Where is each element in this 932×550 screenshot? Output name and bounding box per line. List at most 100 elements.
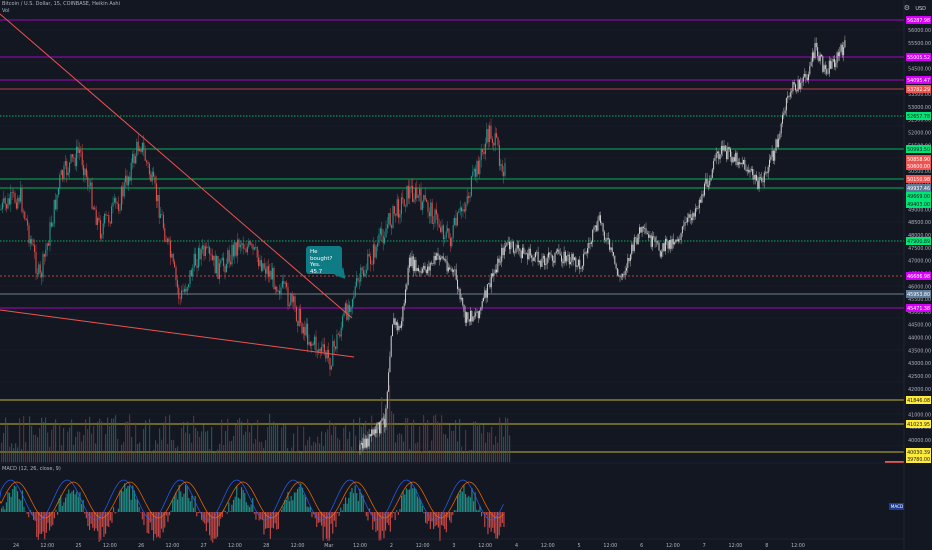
candle — [482, 149, 484, 152]
candle — [25, 218, 27, 221]
macd-line — [298, 483, 301, 486]
signal-line — [135, 485, 138, 488]
signal-line — [330, 515, 333, 518]
ha-candle — [373, 429, 375, 435]
signal-line — [381, 516, 384, 519]
macd-line — [40, 517, 43, 520]
candle — [399, 213, 401, 218]
ha-candle — [658, 242, 660, 251]
macd-line — [333, 500, 336, 505]
macd-histogram-bar — [133, 490, 135, 512]
ha-candle — [568, 254, 570, 265]
y-tick-label: 54500.00 — [908, 66, 931, 72]
macd-histogram-bar — [249, 507, 251, 512]
macd-histogram-bar — [317, 512, 319, 523]
macd-line — [138, 501, 141, 506]
macd-histogram-bar — [306, 506, 308, 512]
gear-icon[interactable]: ⚙ — [903, 4, 910, 12]
signal-line — [31, 500, 34, 505]
signal-line — [227, 498, 231, 502]
candle — [10, 192, 12, 205]
macd-histogram-bar — [322, 512, 324, 541]
macd-line — [339, 487, 343, 491]
signal-line — [83, 493, 87, 497]
ha-candle — [718, 151, 720, 160]
ha-candle — [661, 251, 663, 257]
candle — [318, 348, 320, 352]
candle — [203, 245, 205, 256]
macd-line — [299, 485, 303, 489]
candle — [400, 197, 402, 214]
candle — [379, 228, 381, 235]
macd-line — [205, 518, 208, 521]
volume-bar — [479, 423, 481, 462]
ha-candle — [427, 266, 429, 273]
candle — [498, 145, 500, 166]
macd-line — [189, 490, 192, 494]
macd-histogram-bar — [226, 512, 228, 514]
macd-line — [147, 518, 151, 520]
macd-histogram-bar — [425, 512, 427, 523]
macd-line — [231, 481, 234, 484]
candle — [186, 287, 188, 292]
macd-line — [368, 510, 371, 514]
volume-bar — [69, 427, 71, 462]
macd-line — [3, 482, 7, 485]
macd-line — [133, 491, 136, 495]
candle — [112, 202, 114, 207]
ha-candle — [408, 257, 410, 268]
signal-line — [443, 515, 447, 518]
volume-bar — [41, 417, 43, 462]
candle — [211, 255, 213, 261]
signal-line — [21, 484, 24, 487]
ha-candle — [557, 249, 559, 252]
candle — [396, 199, 398, 216]
candle — [494, 133, 496, 146]
macd-line — [373, 517, 376, 520]
candle — [298, 308, 300, 326]
macd-line — [365, 503, 368, 508]
candle — [427, 202, 429, 212]
volume-bar — [39, 428, 41, 462]
currency-label[interactable]: USD — [915, 6, 926, 12]
macd-line — [314, 514, 317, 517]
ha-candle — [694, 208, 696, 217]
candle — [316, 350, 318, 352]
ha-candle — [693, 213, 695, 217]
signal-line — [127, 481, 130, 484]
ha-candle — [841, 44, 843, 56]
signal-line — [389, 512, 392, 516]
ha-candle — [395, 322, 397, 326]
volume-bar — [93, 425, 95, 462]
macd-histogram-bar — [327, 512, 329, 541]
y-tick-label: 43500.00 — [908, 348, 931, 354]
signal-line — [139, 492, 143, 496]
candle — [18, 197, 20, 202]
macd-histogram-bar — [266, 512, 268, 529]
candle — [91, 182, 93, 209]
signal-line — [218, 514, 221, 517]
ha-candle — [775, 139, 777, 151]
chart-callout[interactable]: He bought? Yes. 45.7 — [306, 246, 350, 283]
ha-candle — [688, 214, 690, 218]
price-label: 53782.29 — [907, 87, 930, 93]
candle — [217, 255, 219, 279]
y-tick-label: 50500.00 — [908, 169, 931, 175]
volume-bar — [149, 418, 151, 462]
candle — [406, 185, 408, 207]
signal-line — [42, 516, 45, 519]
time-tick-label: 12:00 — [228, 543, 242, 549]
macd-line — [125, 480, 128, 483]
volume-bar — [103, 450, 105, 462]
macd-histogram-bar — [36, 512, 38, 538]
signal-line — [109, 508, 112, 512]
macd-line — [282, 489, 285, 493]
macd-histogram-bar — [276, 512, 278, 530]
signal-line — [152, 514, 155, 517]
ha-candle — [479, 310, 481, 319]
signal-line — [125, 482, 128, 485]
signal-line — [23, 486, 26, 490]
volume-bar — [169, 415, 171, 462]
candle — [146, 160, 148, 163]
